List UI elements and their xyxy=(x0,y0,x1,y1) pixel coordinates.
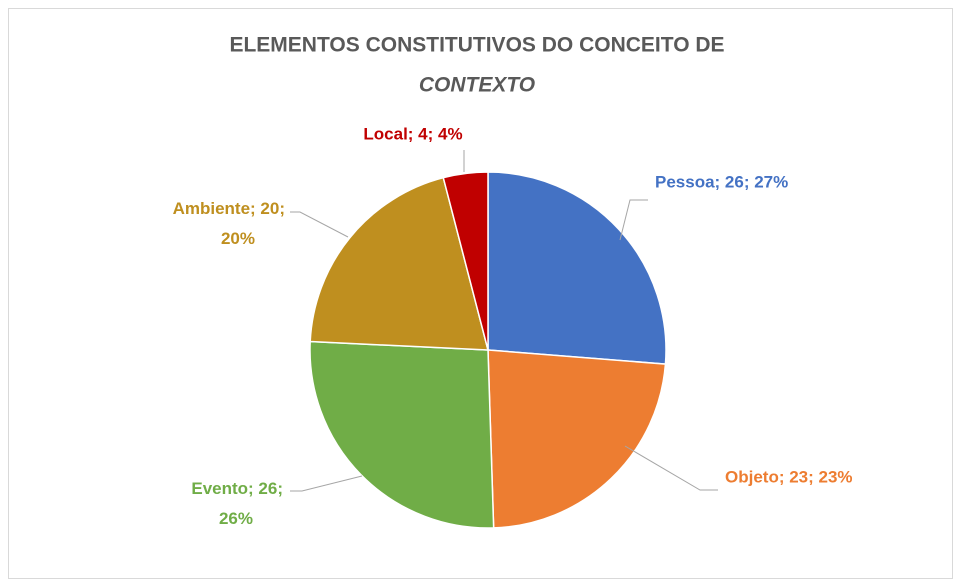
leader-line xyxy=(290,475,363,492)
leader-line xyxy=(624,445,718,491)
pie-slice xyxy=(309,176,489,351)
chart-title: ELEMENTOS CONSTITUTIVOS DO CONCEITO DE xyxy=(229,34,724,57)
data-label: Objeto; 23; 23% xyxy=(725,467,853,486)
chart-title: CONTEXTO xyxy=(419,74,535,97)
pie-slice xyxy=(487,171,667,365)
pie-slice xyxy=(442,171,489,351)
data-label: Evento; 26; 26% xyxy=(191,479,283,528)
pie-slice xyxy=(309,340,495,529)
leader-line xyxy=(290,211,349,238)
leader-line xyxy=(619,199,648,241)
data-label: Local; 4; 4% xyxy=(363,124,462,143)
data-label: Ambiente; 20; 20% xyxy=(173,199,285,248)
pie-slice xyxy=(487,349,667,529)
data-label: Pessoa; 26; 27% xyxy=(655,172,788,191)
